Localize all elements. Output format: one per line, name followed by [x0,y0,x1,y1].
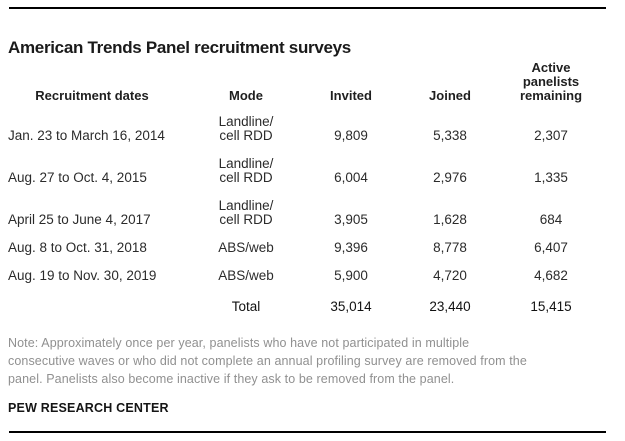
cell-active: 684 [539,212,563,227]
cell-mode-label: Landline/ cell RDD [218,156,274,185]
total-invited: 35,014 [330,299,372,314]
recruitment-surveys-table: Recruitment dates Mode Invited Joined Ac… [5,56,602,317]
cell-joined: 2,976 [433,170,467,185]
top-rule [9,7,606,9]
cell-dates: Aug. 19 to Nov. 30, 2019 [8,268,157,283]
table-total-row: Total 35,014 23,440 15,415 [5,286,602,317]
table-row: Jan. 23 to March 16, 2014 Landline/ cell… [5,106,602,146]
cell-mode-label: Landline/ cell RDD [218,198,274,227]
cell-invited: 3,905 [334,212,368,227]
cell-active: 4,682 [534,268,568,283]
cell-invited: 9,809 [334,128,368,143]
header-active-panelists-label: Active panelists remaining [519,59,583,103]
total-label: Total [231,299,261,314]
table-row: April 25 to June 4, 2017 Landline/ cell … [5,188,602,230]
cell-joined: 4,720 [433,268,467,283]
cell-active: 6,407 [534,240,568,255]
table-header-row: Recruitment dates Mode Invited Joined Ac… [5,56,602,106]
total-joined: 23,440 [429,299,471,314]
cell-mode: ABS/web [218,268,274,283]
cell-mode: Landline/ cell RDD [190,188,302,230]
header-active-panelists: Active panelists remaining [500,56,602,106]
cell-invited: 5,900 [334,268,368,283]
header-recruitment-dates: Recruitment dates [35,88,149,103]
total-active: 15,415 [530,299,572,314]
footnote: Note: Approximately once per year, panel… [8,334,527,388]
table-row: Aug. 8 to Oct. 31, 2018 ABS/web 9,396 8,… [5,230,602,258]
cell-active: 1,335 [534,170,568,185]
cell-mode: Landline/ cell RDD [190,106,302,146]
cell-dates: Aug. 8 to Oct. 31, 2018 [8,240,147,255]
cell-dates: April 25 to June 4, 2017 [8,212,151,227]
bottom-rule [9,431,606,433]
cell-mode: Landline/ cell RDD [190,146,302,188]
table-row: Aug. 27 to Oct. 4, 2015 Landline/ cell R… [5,146,602,188]
footnote-line: consecutive waves or who did not complet… [8,354,527,368]
header-joined: Joined [429,88,471,103]
cell-joined: 1,628 [433,212,467,227]
cell-invited: 9,396 [334,240,368,255]
table-row: Aug. 19 to Nov. 30, 2019 ABS/web 5,900 4… [5,258,602,286]
cell-invited: 6,004 [334,170,368,185]
cell-dates: Aug. 27 to Oct. 4, 2015 [8,170,147,185]
footnote-line: Note: Approximately once per year, panel… [8,336,470,350]
cell-joined: 8,778 [433,240,467,255]
footnote-line: panel. Panelists also become inactive if… [8,372,455,386]
header-invited: Invited [330,88,372,103]
cell-mode-label: Landline/ cell RDD [218,114,274,143]
cell-joined: 5,338 [433,128,467,143]
cell-mode: ABS/web [218,240,274,255]
source-attribution: PEW RESEARCH CENTER [8,401,169,415]
cell-active: 2,307 [534,128,568,143]
figure-title: American Trends Panel recruitment survey… [8,38,351,58]
header-mode: Mode [229,88,263,103]
total-empty-cell [5,286,190,317]
cell-dates: Jan. 23 to March 16, 2014 [8,128,165,143]
